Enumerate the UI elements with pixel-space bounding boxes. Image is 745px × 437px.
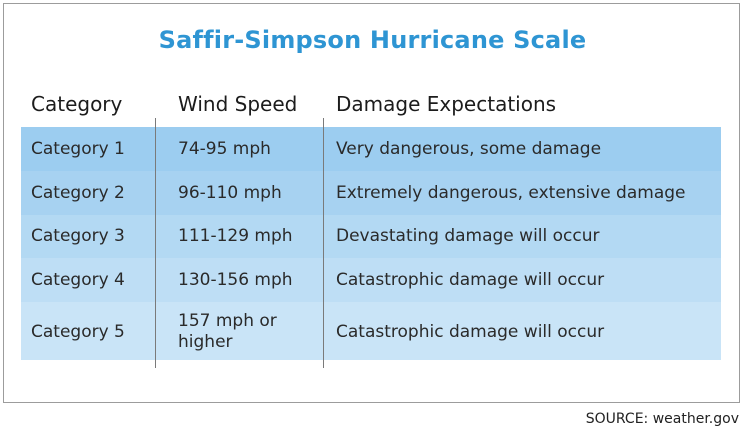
cell-damage: Catastrophic damage will occur [336, 270, 605, 290]
cell-category: Category 3 [31, 226, 125, 246]
cell-category: Category 1 [31, 139, 125, 159]
page-title: Saffir-Simpson Hurricane Scale [158, 26, 587, 54]
column-divider [323, 118, 324, 368]
cell-category: Category 4 [31, 270, 125, 290]
cell-wind-speed: 130-156 mph [178, 270, 293, 290]
cell-category: Category 2 [31, 183, 125, 203]
source-caption: SOURCE: weather.gov [585, 411, 739, 427]
cell-damage: Very dangerous, some damage [336, 139, 602, 159]
cell-wind-speed: 111-129 mph [178, 226, 293, 246]
cell-damage: Devastating damage will occur [336, 226, 600, 246]
cell-wind-speed: 74-95 mph [178, 139, 271, 159]
table-row: Category 3 111-129 mph Devastating damag… [21, 215, 721, 258]
cell-wind-speed-line2: higher [178, 332, 233, 352]
cell-wind-speed: 96-110 mph [178, 183, 282, 203]
header-wind-speed: Wind Speed [178, 92, 298, 116]
cell-damage: Catastrophic damage will occur [336, 322, 605, 342]
table-row: Category 5 157 mph or higher Catastrophi… [21, 302, 721, 360]
column-divider [155, 118, 156, 368]
header-damage: Damage Expectations [336, 92, 557, 116]
cell-wind-speed-line1: 157 mph or [178, 311, 277, 331]
table-row: Category 4 130-156 mph Catastrophic dama… [21, 258, 721, 302]
cell-damage: Extremely dangerous, extensive damage [336, 183, 686, 203]
cell-category: Category 5 [31, 322, 125, 342]
table-row: Category 1 74-95 mph Very dangerous, som… [21, 127, 721, 171]
table-row: Category 2 96-110 mph Extremely dangerou… [21, 171, 721, 215]
table-header: Category Wind Speed Damage Expectations [0, 92, 745, 120]
header-category: Category [31, 92, 123, 116]
